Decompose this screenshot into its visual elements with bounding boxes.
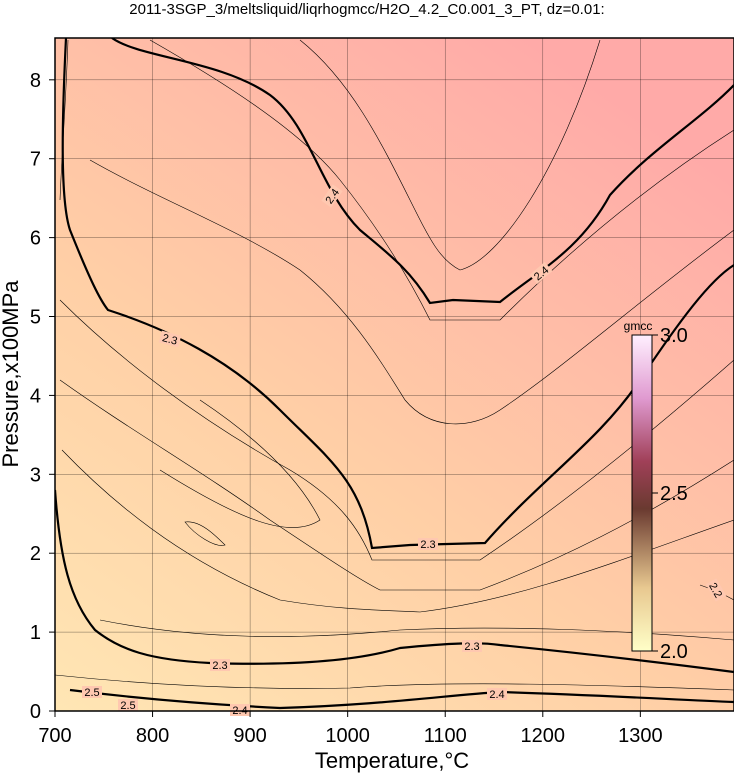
contour-label: 2.3	[161, 332, 179, 348]
contour-label-bg	[82, 686, 102, 698]
y-tick-label: 0	[30, 701, 41, 723]
y-tick-label: 4	[30, 385, 41, 407]
y-tick-label: 2	[30, 543, 41, 565]
contour-label-bg	[210, 659, 230, 671]
colorbar-tick-label: 2.0	[660, 641, 688, 663]
contour-label: 2.5	[84, 687, 99, 699]
contour-label: 2.5	[120, 700, 135, 712]
contour-label: 2.3	[464, 641, 479, 653]
x-tick-label: 700	[38, 725, 71, 747]
contour-label-bg	[487, 688, 507, 700]
y-tick-label: 7	[30, 149, 41, 171]
contour-label: 2.4	[489, 689, 504, 701]
plot-area	[55, 38, 734, 711]
contour-label-bg	[418, 538, 438, 550]
y-tick-label: 5	[30, 307, 41, 329]
x-tick-label: 1000	[325, 725, 370, 747]
x-tick-label: 1200	[521, 725, 566, 747]
y-tick-label: 1	[30, 622, 41, 644]
contour-label-bg	[705, 578, 727, 602]
contour-label-bg	[230, 704, 250, 716]
x-tick-label: 1100	[424, 725, 467, 747]
chart-title: 2011-3SGP_3/meltsliquid/liqrhogmcc/H2O_4…	[129, 1, 604, 18]
contour-label: 2.3	[212, 660, 227, 672]
x-tick-label: 800	[136, 725, 169, 747]
contour-label-bg	[158, 330, 182, 348]
colorbar-label: gmcc	[624, 319, 653, 333]
plot-frame	[54, 37, 734, 712]
contour-label-bg	[321, 184, 343, 208]
x-tick-label: 1300	[618, 725, 663, 747]
colorbar-tick-label: 3.0	[660, 325, 688, 347]
y-axis-label: Pressure,x100MPa	[0, 280, 23, 468]
contour-label-bg	[462, 640, 482, 652]
y-tick-label: 3	[30, 464, 41, 486]
contour-label: 2.3	[420, 539, 435, 551]
colorbar	[631, 334, 653, 652]
x-tick-label: 900	[233, 725, 266, 747]
contour-label-bg	[529, 261, 553, 285]
x-axis-label: Temperature,°C	[315, 748, 469, 773]
contour-label-bg	[118, 699, 138, 711]
y-tick-label: 6	[30, 228, 41, 250]
y-tick-label: 8	[30, 70, 41, 92]
colorbar-tick-label: 2.5	[660, 483, 688, 505]
